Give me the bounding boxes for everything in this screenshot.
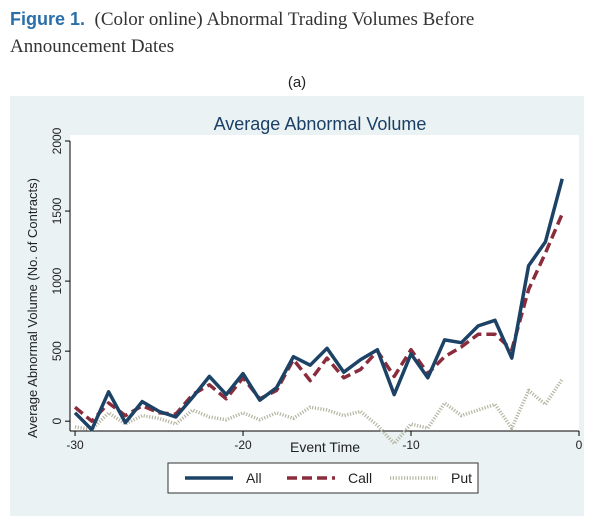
x-tick-label: 0 (576, 438, 583, 452)
x-tick-label: -20 (234, 438, 252, 452)
y-tick-label: 1500 (50, 197, 64, 224)
caption-text: (Color online) Abnormal Trading Volumes … (10, 9, 475, 57)
y-axis-label: Average Abnormal Volume (No. of Contract… (25, 178, 40, 438)
x-axis-label: Event Time (290, 439, 360, 455)
legend-label-put: Put (451, 470, 472, 486)
y-tick-label: 2000 (50, 127, 64, 154)
y-axis-ticks: 0 500 1000 1500 2000 (50, 127, 70, 425)
figure-label: Figure 1. (10, 9, 86, 29)
y-tick-label: 1000 (50, 267, 64, 294)
series-line-all (73, 178, 564, 432)
series-line-call (73, 213, 564, 423)
y-tick-label: 0 (50, 418, 64, 425)
series-line-put (74, 378, 564, 446)
legend: All Call Put (167, 462, 479, 494)
x-axis-ticks: -30 -20 -10 0 (66, 431, 583, 452)
legend-label-all: All (246, 470, 262, 486)
series-lines (73, 178, 564, 446)
x-tick-label: -30 (66, 438, 84, 452)
legend-label-call: Call (348, 470, 372, 486)
chart: Average Abnormal Volume 0 500 1000 1500 2000… (10, 96, 584, 516)
chart-title: Average Abnormal Volume (214, 114, 427, 134)
y-tick-label: 500 (50, 341, 64, 361)
x-tick-label: -10 (402, 438, 420, 452)
legend-items: All Call Put (185, 470, 472, 486)
panel-label: (a) (287, 74, 307, 91)
figure-caption: Figure 1. (Color online) Abnormal Tradin… (10, 6, 590, 60)
plot-area (70, 135, 579, 431)
